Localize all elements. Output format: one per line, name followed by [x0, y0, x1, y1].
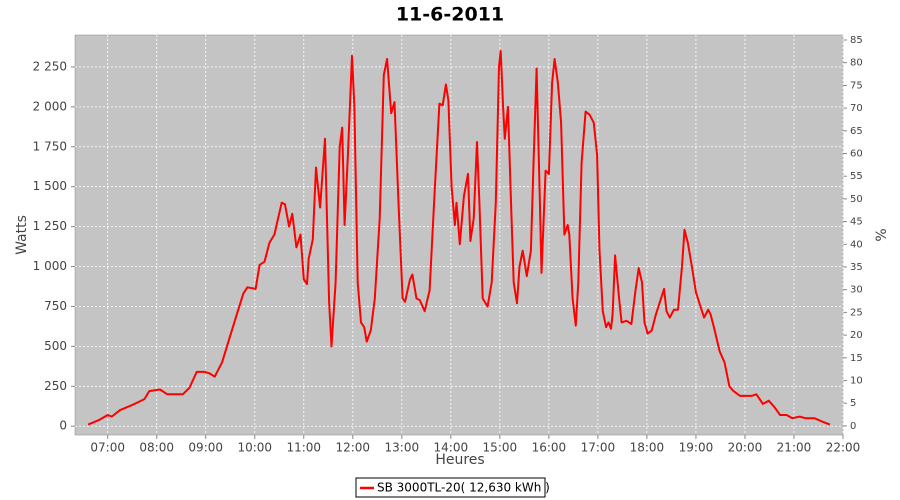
y-tick-label: 2 250: [33, 59, 67, 73]
x-tick-label: 07:00: [90, 441, 125, 455]
x-tick-label: 11:00: [286, 441, 321, 455]
x-tick-label: 21:00: [777, 441, 812, 455]
y2-tick-label: 75: [850, 80, 863, 91]
chart-title: 11-6-2011: [396, 4, 504, 26]
legend-box: [355, 477, 546, 498]
y2-tick-label: 45: [850, 217, 863, 228]
y2-tick-label: 5: [850, 398, 856, 409]
y2-tick-label: 65: [850, 126, 863, 137]
x-axis-title: Heures: [435, 452, 484, 468]
y2-tick-label: 55: [850, 171, 863, 182]
y-tick-label: 1 750: [33, 139, 67, 153]
y-axis-title: Watts: [14, 215, 30, 255]
legend-label: SB 3000TL-20( 12,630 kWh ): [377, 481, 550, 495]
x-tick-label: 12:00: [335, 441, 370, 455]
legend: SB 3000TL-20( 12,630 kWh ): [355, 477, 550, 498]
y-tick-label: 500: [44, 339, 67, 353]
y-tick-label: 750: [44, 299, 67, 313]
y2-tick-label: 85: [850, 35, 863, 46]
y2-tick-label: 25: [850, 307, 863, 318]
x-tick-label: 08:00: [139, 441, 174, 455]
y2-tick-label: 10: [850, 376, 863, 387]
x-tick-label: 16:00: [532, 441, 567, 455]
y2-tick-label: 60: [850, 149, 863, 160]
y2-tick-label: 15: [850, 353, 863, 364]
y-tick-label: 1 500: [33, 179, 67, 193]
y-tick-label: 2 000: [33, 99, 67, 113]
y2-tick-label: 30: [850, 285, 863, 296]
y-tick-label: 1 000: [33, 259, 67, 273]
x-tick-label: 13:00: [385, 441, 420, 455]
y2-tick-label: 20: [850, 330, 863, 341]
y2-tick-label: 70: [850, 103, 863, 114]
x-tick-label: 19:00: [679, 441, 714, 455]
x-tick-label: 14:00: [434, 441, 469, 455]
y2-tick-label: 0: [850, 421, 856, 432]
y2-tick-label: 80: [850, 58, 863, 69]
y2-tick-label: 50: [850, 194, 863, 205]
y-tick-label: 250: [44, 379, 67, 393]
x-tick-label: 20:00: [728, 441, 763, 455]
x-tick-label: 09:00: [188, 441, 223, 455]
x-tick-label: 17:00: [581, 441, 616, 455]
data-line: [87, 50, 831, 426]
x-tick-label: 18:00: [630, 441, 665, 455]
y2-tick-label: 40: [850, 239, 863, 250]
y-tick-label: 1 250: [33, 219, 67, 233]
y2-tick-label: 35: [850, 262, 863, 273]
y2-axis-title: %: [874, 228, 890, 241]
x-tick-label: 15:00: [483, 441, 518, 455]
x-tick-label: 22:00: [826, 441, 861, 455]
y-tick-label: 0: [59, 419, 67, 433]
x-tick-label: 10:00: [237, 441, 272, 455]
